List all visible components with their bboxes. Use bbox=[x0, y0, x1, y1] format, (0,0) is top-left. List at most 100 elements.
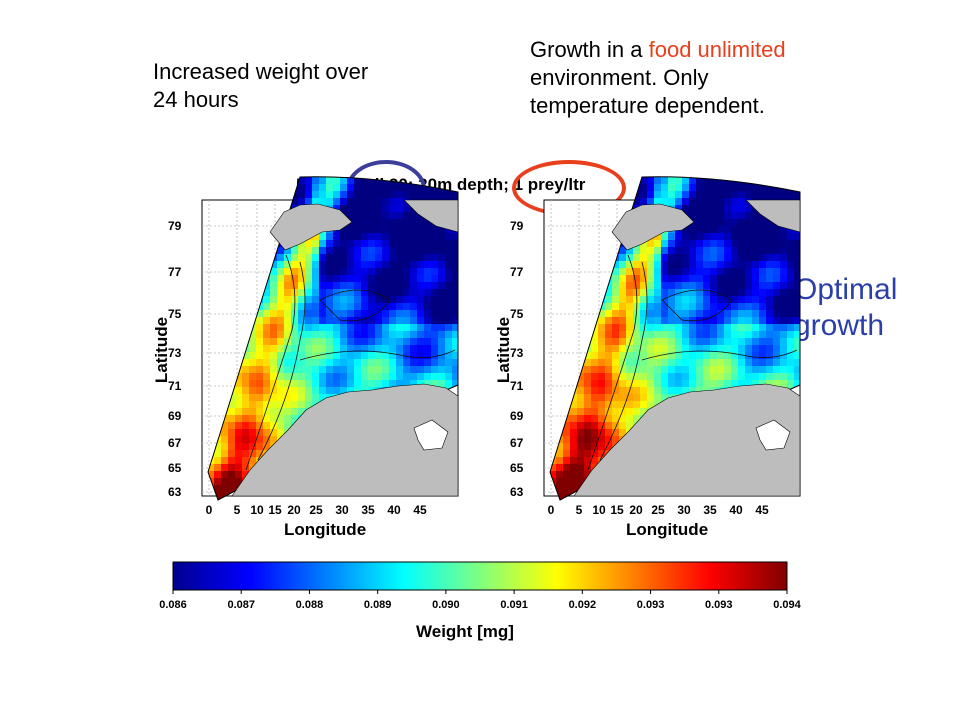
field-cell bbox=[619, 261, 627, 269]
field-cell bbox=[396, 338, 404, 346]
field-cell bbox=[647, 373, 655, 381]
field-cell bbox=[389, 226, 397, 234]
field-cell bbox=[382, 268, 390, 276]
field-cell bbox=[787, 345, 795, 353]
field-cell bbox=[773, 254, 781, 262]
field-cell bbox=[689, 352, 697, 360]
field-cell bbox=[682, 254, 690, 262]
field-cell bbox=[361, 331, 369, 339]
field-cell bbox=[682, 352, 690, 360]
optimal-line-1: Optimal bbox=[794, 273, 898, 306]
field-cell bbox=[459, 373, 466, 380]
field-cell bbox=[235, 464, 243, 472]
field-cell bbox=[626, 324, 634, 332]
field-cell bbox=[689, 226, 697, 234]
field-cell bbox=[263, 289, 271, 297]
field-cell bbox=[368, 359, 376, 367]
field-cell bbox=[584, 450, 592, 458]
field-cell bbox=[633, 401, 641, 409]
field-cell bbox=[633, 359, 641, 367]
y-tick-label: 63 bbox=[510, 485, 524, 499]
field-cell bbox=[724, 331, 732, 339]
field-cell bbox=[724, 247, 732, 255]
field-cell bbox=[738, 233, 746, 241]
field-cell bbox=[787, 303, 795, 311]
field-cell bbox=[801, 338, 808, 345]
field-cell bbox=[277, 268, 285, 276]
field-cell bbox=[235, 380, 243, 388]
y-tick-label: 67 bbox=[510, 436, 524, 450]
field-cell bbox=[312, 345, 320, 353]
field-cell bbox=[773, 191, 781, 199]
field-cell bbox=[459, 394, 466, 401]
field-cell bbox=[382, 233, 390, 241]
field-cell bbox=[710, 282, 718, 290]
field-cell bbox=[598, 436, 606, 444]
field-cell bbox=[431, 289, 439, 297]
field-cell bbox=[710, 226, 718, 234]
field-cell bbox=[410, 254, 418, 262]
field-cell bbox=[410, 247, 418, 255]
field-cell bbox=[305, 352, 313, 360]
field-cell bbox=[612, 408, 620, 416]
field-cell bbox=[459, 303, 466, 310]
field-cell bbox=[445, 261, 453, 269]
field-cell bbox=[710, 373, 718, 381]
field-cell bbox=[675, 303, 683, 311]
field-cell bbox=[389, 184, 397, 192]
field-cell bbox=[731, 296, 739, 304]
field-cell bbox=[605, 422, 613, 430]
field-cell bbox=[389, 289, 397, 297]
field-cell bbox=[696, 176, 704, 178]
field-cell bbox=[270, 366, 278, 374]
field-cell bbox=[682, 310, 690, 318]
field-cell bbox=[228, 429, 236, 437]
field-cell bbox=[333, 282, 341, 290]
field-cell bbox=[759, 176, 767, 178]
field-cell bbox=[312, 387, 320, 395]
field-cell bbox=[780, 345, 788, 353]
field-cell bbox=[270, 177, 278, 185]
field-cell bbox=[612, 176, 620, 178]
field-cell bbox=[598, 380, 606, 388]
field-cell bbox=[284, 366, 292, 374]
field-cell bbox=[375, 275, 383, 283]
field-cell bbox=[689, 331, 697, 339]
field-cell bbox=[780, 191, 788, 199]
field-cell bbox=[640, 177, 648, 185]
field-cell bbox=[410, 268, 418, 276]
field-cell bbox=[724, 380, 732, 388]
field-cell bbox=[389, 331, 397, 339]
contour-line bbox=[599, 261, 648, 461]
field-cell bbox=[745, 268, 753, 276]
field-cell bbox=[361, 324, 369, 332]
field-cell bbox=[801, 198, 808, 205]
contour-line bbox=[257, 261, 306, 461]
field-cell bbox=[256, 443, 264, 451]
field-cell bbox=[340, 352, 348, 360]
field-cell bbox=[284, 296, 292, 304]
field-cell bbox=[794, 303, 800, 311]
field-cell bbox=[312, 373, 320, 381]
field-cell bbox=[654, 261, 662, 269]
field-cell bbox=[654, 380, 662, 388]
field-cell bbox=[298, 303, 306, 311]
field-cell bbox=[270, 345, 278, 353]
field-cell bbox=[563, 464, 571, 472]
field-cell bbox=[738, 282, 746, 290]
field-cell bbox=[375, 261, 383, 269]
field-cell bbox=[228, 485, 236, 493]
field-cell bbox=[228, 422, 236, 430]
field-cell bbox=[305, 240, 313, 248]
field-cell bbox=[438, 366, 446, 374]
field-cell bbox=[640, 408, 648, 416]
field-cell bbox=[759, 366, 767, 374]
field-cell bbox=[668, 499, 676, 500]
field-cell bbox=[654, 176, 662, 178]
field-cell bbox=[200, 170, 207, 177]
field-cell bbox=[759, 380, 767, 388]
field-cell bbox=[647, 310, 655, 318]
field-cell bbox=[256, 352, 264, 360]
field-cell bbox=[640, 176, 648, 178]
field-cell bbox=[459, 219, 466, 226]
